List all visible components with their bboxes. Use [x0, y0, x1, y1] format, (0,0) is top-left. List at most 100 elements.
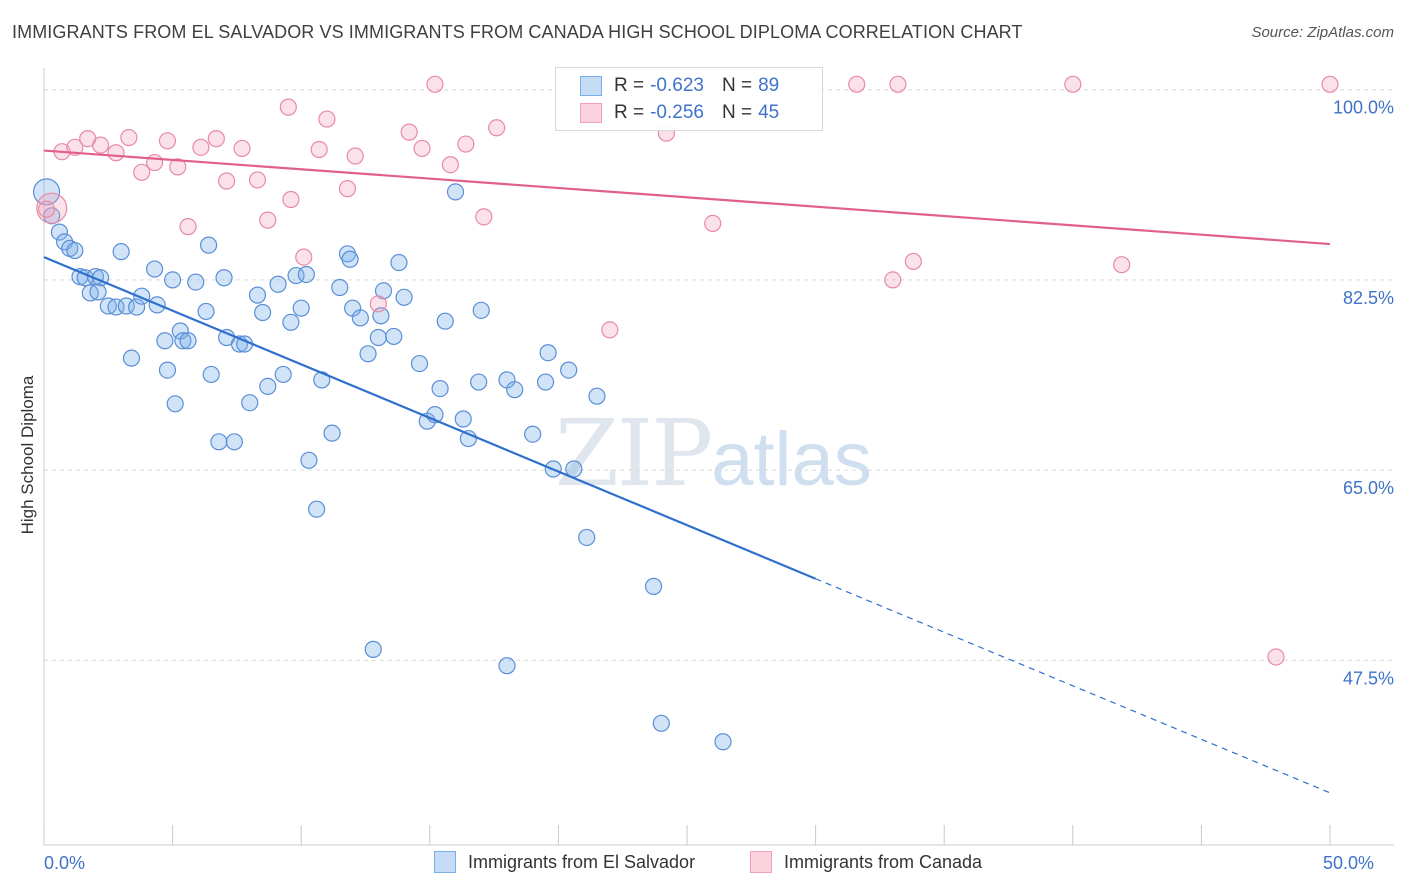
legend-item-el-salvador[interactable]: Immigrants from El Salvador [434, 851, 695, 873]
trend-line-extension-el-salvador [815, 578, 1331, 794]
data-point-el-salvador [364, 640, 382, 658]
data-point-el-salvador [225, 433, 243, 451]
n-label: N = [721, 75, 753, 96]
data-point-el-salvador [254, 303, 272, 322]
data-point-el-salvador [410, 354, 429, 373]
n-value-el-salvador: 89 [758, 75, 780, 96]
legend-row-canada: R = -0.256 N = 45 [580, 101, 779, 125]
data-point-el-salvador [714, 733, 732, 751]
legend-swatch-canada [580, 103, 602, 123]
data-point-el-salvador [588, 387, 606, 405]
data-point-canada [36, 192, 68, 224]
data-point-el-salvador [179, 332, 197, 350]
data-point-canada [218, 172, 236, 190]
data-point-el-salvador [156, 332, 174, 350]
data-point-canada [207, 130, 225, 148]
r-value-canada: -0.256 [650, 102, 704, 123]
data-point-el-salvador [578, 528, 596, 547]
legend-swatch-el-salvador [434, 851, 456, 873]
r-label: R = [614, 102, 645, 123]
data-point-canada [310, 140, 328, 159]
data-point-el-salvador [446, 183, 465, 201]
data-point-canada [413, 139, 431, 158]
data-point-canada [318, 110, 336, 128]
data-point-canada [346, 147, 364, 165]
data-point-canada [233, 139, 251, 158]
data-point-canada [169, 158, 187, 176]
legend-label-el-salvador: Immigrants from El Salvador [468, 851, 696, 872]
data-point-canada [248, 171, 267, 189]
data-point-el-salvador [436, 312, 454, 330]
y-axis-label: High School Diploma [18, 375, 37, 535]
data-point-el-salvador [127, 298, 146, 316]
n-label: N = [721, 102, 753, 123]
watermark-zip: ZIP [555, 400, 713, 507]
data-point-canada [120, 128, 138, 147]
data-point-el-salvador [145, 260, 164, 278]
data-point-el-salvador [202, 365, 220, 384]
data-point-el-salvador [300, 451, 318, 469]
watermark: ZIPatlas [555, 400, 872, 507]
data-point-el-salvador [50, 223, 69, 241]
source-credit: Source: ZipAtlas.com [1251, 24, 1394, 41]
data-point-el-salvador [308, 500, 326, 518]
data-point-el-salvador [359, 345, 377, 363]
data-point-canada [91, 136, 110, 154]
r-value-el-salvador: -0.623 [650, 75, 704, 96]
data-point-canada [158, 132, 177, 150]
data-point-canada [1321, 75, 1339, 93]
data-point-canada [475, 208, 493, 226]
trend-line-el-salvador [43, 256, 817, 580]
y-tick-label-1: 82.5% [1343, 288, 1394, 308]
y-tick-label-2: 65.0% [1343, 478, 1394, 498]
data-point-el-salvador [174, 332, 192, 350]
data-point-canada [1113, 256, 1131, 274]
series-legend: Immigrants from El Salvador Immigrants f… [0, 851, 1406, 877]
data-point-canada [37, 200, 56, 218]
data-point-el-salvador [395, 288, 413, 306]
data-point-canada [107, 144, 125, 162]
data-point-canada [904, 252, 922, 271]
data-point-el-salvador [341, 250, 359, 268]
data-point-el-salvador [215, 269, 233, 287]
data-point-el-salvador [454, 410, 472, 428]
data-point-canada [704, 214, 722, 232]
chart-title: IMMIGRANTS FROM EL SALVADOR VS IMMIGRANT… [12, 22, 1023, 42]
data-point-canada [1267, 648, 1285, 666]
n-value-canada: 45 [758, 102, 780, 123]
data-point-canada [400, 123, 418, 141]
data-point-el-salvador [351, 309, 369, 327]
data-point-el-salvador [323, 424, 341, 442]
data-point-el-salvador [282, 313, 300, 331]
data-point-el-salvador [274, 365, 292, 384]
data-point-el-salvador [390, 253, 408, 272]
data-point-canada [282, 190, 300, 209]
data-point-canada [192, 138, 210, 156]
data-point-el-salvador [248, 286, 267, 304]
data-point-canada [1064, 75, 1082, 93]
data-point-el-salvador [385, 327, 403, 346]
legend-item-canada[interactable]: Immigrants from Canada [750, 851, 982, 873]
legend-row-el-salvador: R = -0.623 N = 89 [580, 74, 779, 98]
data-point-el-salvador [89, 283, 107, 301]
data-point-el-salvador [498, 657, 516, 675]
data-point-canada [884, 271, 902, 289]
data-point-el-salvador [66, 241, 84, 260]
data-point-el-salvador [241, 394, 259, 412]
data-point-canada [179, 218, 197, 236]
trend-line-canada [43, 149, 1331, 246]
y-tick-label-0: 100.0% [1333, 98, 1394, 118]
data-point-canada [259, 211, 277, 229]
data-point-canada [457, 135, 475, 153]
data-point-el-salvador [369, 328, 387, 347]
data-point-el-salvador [259, 377, 277, 396]
data-point-el-salvador [652, 714, 670, 732]
data-point-el-salvador [374, 282, 393, 300]
r-label: R = [614, 75, 645, 96]
data-point-el-salvador [166, 395, 184, 413]
correlation-legend: R = -0.623 N = 89 R = -0.256 N = 45 [555, 67, 823, 131]
data-point-el-salvador [210, 433, 228, 451]
data-point-canada [441, 156, 459, 174]
data-point-el-salvador [331, 278, 349, 297]
data-point-canada [338, 180, 357, 198]
